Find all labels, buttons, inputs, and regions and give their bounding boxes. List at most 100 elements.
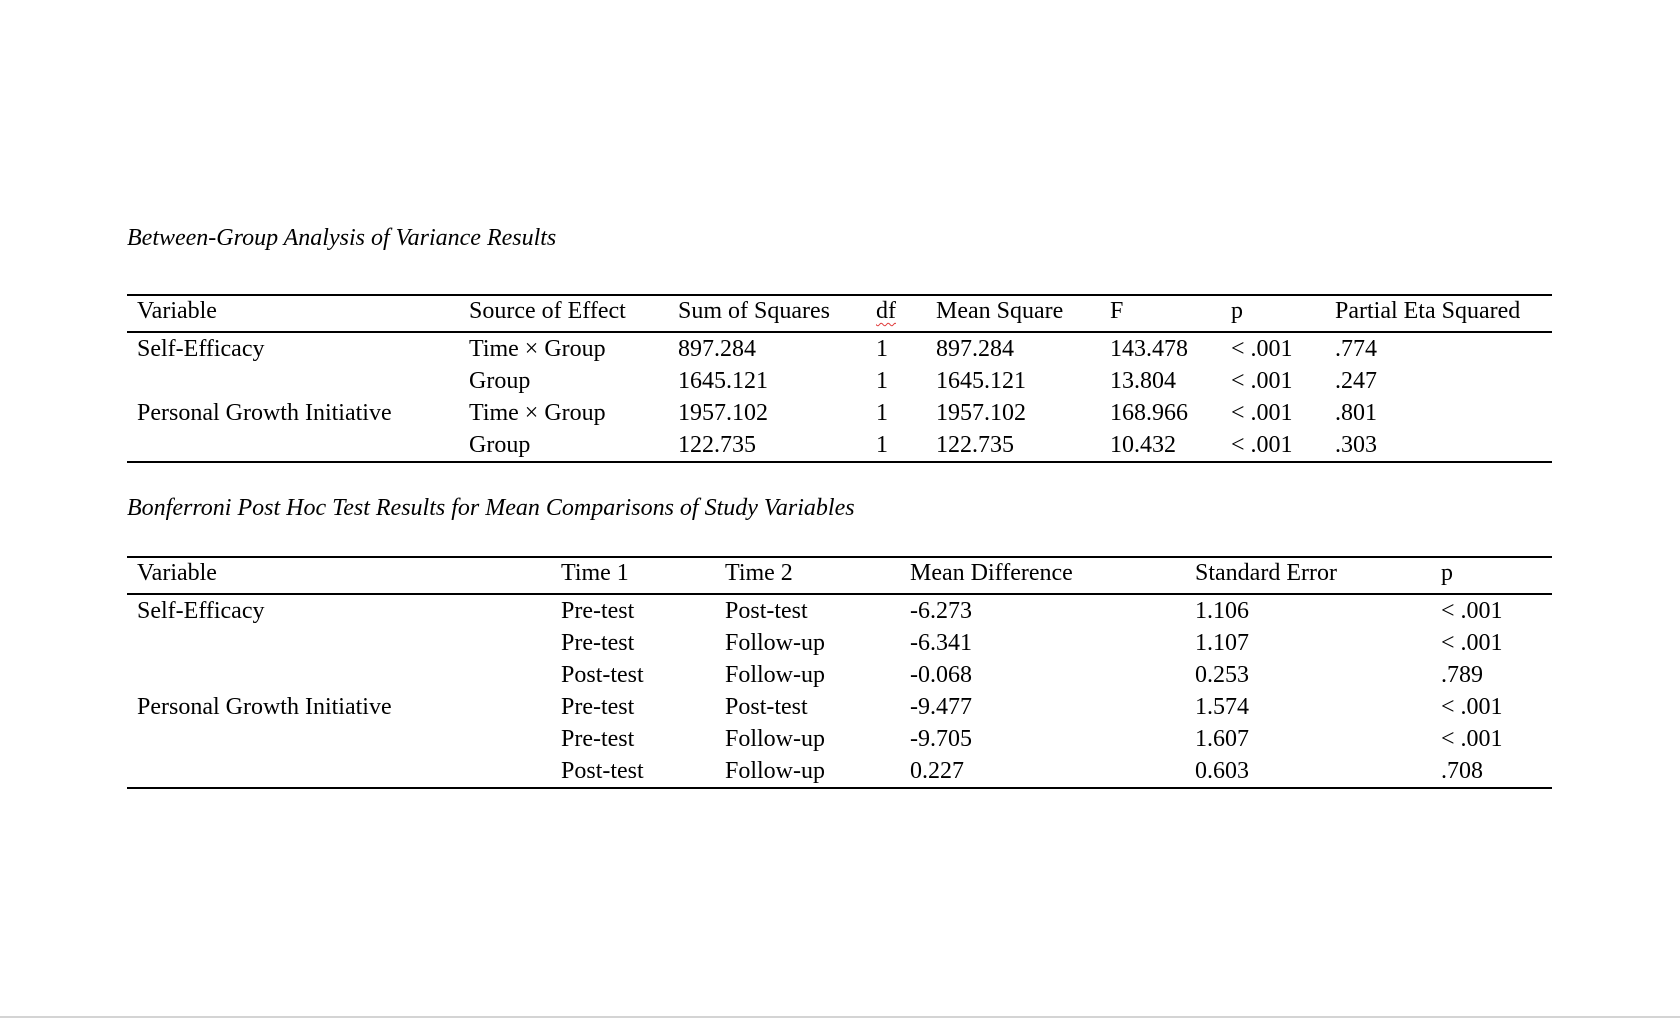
table-cell: Follow-up [725, 661, 826, 688]
anova-table: Variable Source of Effect Sum of Squares df… [127, 294, 1552, 463]
table-cell: 1.574 [1195, 693, 1249, 720]
table-cell: 1 [876, 367, 888, 394]
table-cell: .789 [1441, 661, 1483, 688]
table-cell: < .001 [1231, 431, 1293, 458]
table-cell [127, 755, 551, 788]
column-header: Variable [127, 557, 551, 595]
table-cell: 13.804 [1110, 367, 1176, 394]
table-cell: Follow-up [725, 757, 826, 784]
posthoc-table-caption: Bonferroni Post Hoc Test Results for Mea… [127, 495, 855, 521]
table-cell: 0.227 [910, 757, 964, 784]
table-cell: < .001 [1231, 367, 1293, 394]
table-cell [127, 365, 459, 397]
table-cell: Follow-up [725, 629, 826, 656]
table-cell: Time × Group [469, 335, 606, 362]
column-header: F [1100, 295, 1221, 333]
table-cell: 0.603 [1195, 757, 1249, 784]
table-cell: -6.341 [910, 629, 972, 656]
table-row: Personal Growth Initiative Pre-test Post-t… [127, 691, 1552, 723]
table-cell: Group [469, 431, 531, 458]
column-header: Variable [127, 295, 459, 333]
column-header: p [1431, 557, 1552, 595]
column-header: Mean Square [926, 295, 1100, 333]
column-header: Partial Eta Squared [1325, 295, 1552, 333]
table-cell: 1645.121 [936, 367, 1026, 394]
table-cell: Group [469, 367, 531, 394]
column-header: p [1221, 295, 1325, 333]
table-cell: -9.705 [910, 725, 972, 752]
table-cell: 168.966 [1110, 399, 1188, 426]
table-cell [127, 627, 551, 659]
table-cell: Post-test [561, 757, 644, 784]
table-cell: Post-test [561, 661, 644, 688]
table-cell: < .001 [1441, 597, 1503, 624]
table-cell [127, 723, 551, 755]
table-row: Personal Growth Initiative Time × Group 19… [127, 397, 1552, 429]
table-cell: 1.107 [1195, 629, 1249, 656]
table-cell: .247 [1335, 367, 1377, 394]
table-cell: 122.735 [678, 431, 756, 458]
table-cell: 1.607 [1195, 725, 1249, 752]
table-row: Pre-test Follow-up -9.705 1.607 < .001 [127, 723, 1552, 755]
table-cell: Self-Efficacy [137, 597, 265, 624]
table-cell: 1645.121 [678, 367, 768, 394]
table-cell: Post-test [725, 597, 808, 624]
table-cell: < .001 [1441, 629, 1503, 656]
table-cell: < .001 [1441, 725, 1503, 752]
spellcheck-underline: df [876, 298, 896, 324]
column-header: Standard Error [1185, 557, 1431, 595]
table-cell: 1 [876, 399, 888, 426]
table-cell: 1.106 [1195, 597, 1249, 624]
table-cell: Pre-test [561, 597, 635, 624]
table-cell: .774 [1335, 335, 1377, 362]
table-cell: 143.478 [1110, 335, 1188, 362]
table-cell: 1957.102 [936, 399, 1026, 426]
table-cell: < .001 [1231, 335, 1293, 362]
column-header: Sum of Squares [668, 295, 866, 333]
table-cell: Time × Group [469, 399, 606, 426]
table-cell: Pre-test [561, 693, 635, 720]
table-row: Post-test Follow-up 0.227 0.603 .708 [127, 755, 1552, 788]
table-cell: 1957.102 [678, 399, 768, 426]
anova-table-caption: Between-Group Analysis of Variance Resul… [127, 225, 557, 251]
table-cell [127, 659, 551, 691]
table-row: Pre-test Follow-up -6.341 1.107 < .001 [127, 627, 1552, 659]
table-cell: Personal Growth Initiative [137, 399, 392, 426]
table-cell: Pre-test [561, 629, 635, 656]
table-row: Group 122.735 1 122.735 10.432 < .001 .303 [127, 429, 1552, 462]
column-header: Time 1 [551, 557, 715, 595]
table-cell: Personal Growth Initiative [137, 693, 392, 720]
table-cell: < .001 [1231, 399, 1293, 426]
table-cell: 897.284 [678, 335, 756, 362]
table-cell: .303 [1335, 431, 1377, 458]
posthoc-table: Variable Time 1 Time 2 Mean Difference Stand… [127, 556, 1552, 789]
table-row: Self-Efficacy Time × Group 897.284 1 897.284… [127, 332, 1552, 365]
table-cell: Pre-test [561, 725, 635, 752]
table-cell: -6.273 [910, 597, 972, 624]
table-row: Post-test Follow-up -0.068 0.253 .789 [127, 659, 1552, 691]
posthoc-header-row: Variable Time 1 Time 2 Mean Difference Stand… [127, 557, 1552, 595]
table-cell: 122.735 [936, 431, 1014, 458]
table-cell [127, 429, 459, 462]
table-cell: .708 [1441, 757, 1483, 784]
table-cell: 1 [876, 335, 888, 362]
column-header: Mean Difference [900, 557, 1185, 595]
table-cell: -0.068 [910, 661, 972, 688]
column-header: df [866, 295, 926, 333]
table-row: Self-Efficacy Pre-test Post-test -6.273 1.10… [127, 594, 1552, 627]
table-cell: Self-Efficacy [137, 335, 265, 362]
table-cell: Follow-up [725, 725, 826, 752]
column-header: Time 2 [715, 557, 900, 595]
table-cell: .801 [1335, 399, 1377, 426]
table-cell: 0.253 [1195, 661, 1249, 688]
table-row: Group 1645.121 1 1645.121 13.804 < .001 .247 [127, 365, 1552, 397]
table-cell: 897.284 [936, 335, 1014, 362]
page-bottom-edge [0, 1016, 1680, 1018]
anova-header-row: Variable Source of Effect Sum of Squares df… [127, 295, 1552, 333]
table-cell: < .001 [1441, 693, 1503, 720]
table-cell: -9.477 [910, 693, 972, 720]
table-cell: Post-test [725, 693, 808, 720]
table-cell: 10.432 [1110, 431, 1176, 458]
table-cell: 1 [876, 431, 888, 458]
